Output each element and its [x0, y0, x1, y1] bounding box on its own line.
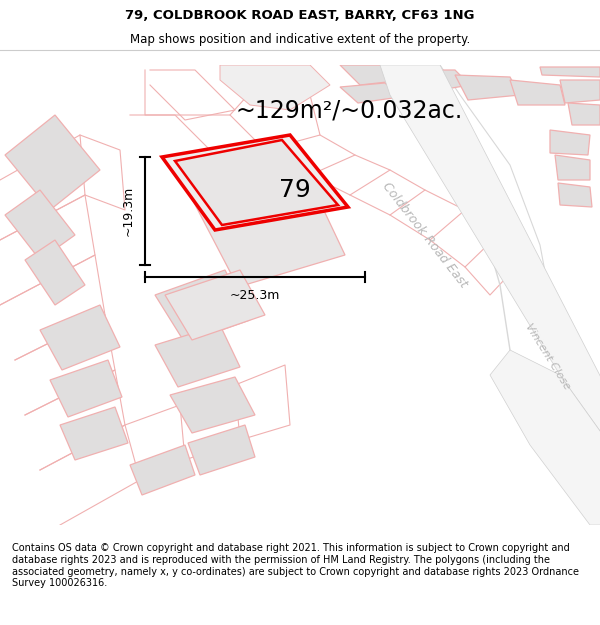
Polygon shape: [455, 75, 520, 100]
Polygon shape: [568, 103, 600, 125]
Text: ~129m²/~0.032ac.: ~129m²/~0.032ac.: [235, 98, 462, 122]
Polygon shape: [165, 270, 265, 340]
Polygon shape: [380, 65, 600, 445]
Polygon shape: [130, 445, 195, 495]
Polygon shape: [390, 70, 470, 95]
Text: Coldbrook Road East: Coldbrook Road East: [380, 180, 470, 290]
Polygon shape: [40, 305, 120, 370]
Polygon shape: [550, 130, 590, 155]
Polygon shape: [220, 65, 330, 110]
Polygon shape: [490, 350, 600, 525]
Polygon shape: [155, 325, 240, 387]
Polygon shape: [155, 270, 250, 343]
Text: Vincent Close: Vincent Close: [524, 322, 572, 392]
Polygon shape: [5, 115, 100, 210]
Polygon shape: [190, 160, 345, 287]
Text: 79, COLDBROOK ROAD EAST, BARRY, CF63 1NG: 79, COLDBROOK ROAD EAST, BARRY, CF63 1NG: [125, 9, 475, 22]
Polygon shape: [560, 80, 600, 103]
Text: Contains OS data © Crown copyright and database right 2021. This information is : Contains OS data © Crown copyright and d…: [12, 544, 579, 588]
Polygon shape: [188, 425, 255, 475]
Polygon shape: [540, 67, 600, 77]
Polygon shape: [5, 190, 75, 260]
Text: Map shows position and indicative extent of the property.: Map shows position and indicative extent…: [130, 34, 470, 46]
Polygon shape: [162, 135, 348, 230]
Text: ~19.3m: ~19.3m: [122, 186, 135, 236]
Text: 79: 79: [279, 178, 311, 202]
Polygon shape: [340, 65, 405, 85]
Text: ~25.3m: ~25.3m: [230, 289, 280, 302]
Polygon shape: [60, 407, 128, 460]
Polygon shape: [558, 183, 592, 207]
Polygon shape: [510, 80, 565, 105]
Polygon shape: [50, 360, 122, 417]
Polygon shape: [340, 83, 400, 103]
Polygon shape: [555, 155, 590, 180]
Polygon shape: [175, 140, 338, 225]
Polygon shape: [170, 377, 255, 433]
Polygon shape: [25, 240, 85, 305]
